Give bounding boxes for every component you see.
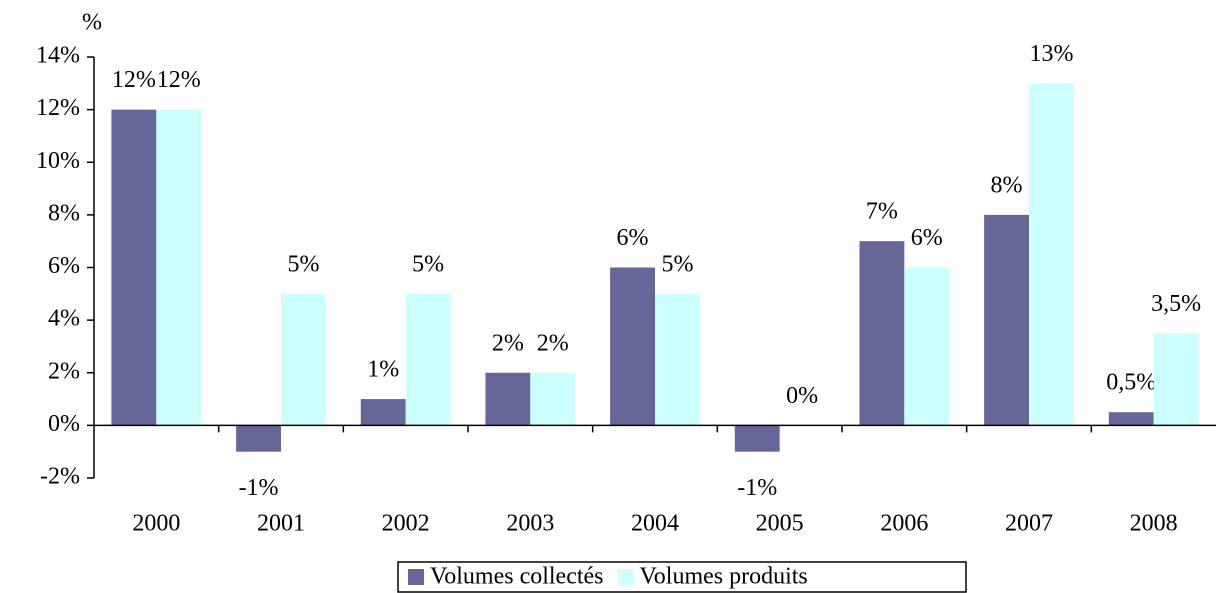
legend-label: Volumes produits xyxy=(640,564,808,590)
x-tick-label: 2000 xyxy=(132,511,180,537)
bar xyxy=(1029,83,1074,426)
data-label: 1% xyxy=(367,357,399,383)
bar xyxy=(984,214,1029,426)
data-label: 12% xyxy=(112,67,156,93)
bar xyxy=(156,109,202,426)
data-label: 6% xyxy=(911,225,943,251)
y-axis-label: % xyxy=(82,10,102,36)
bar xyxy=(530,372,576,426)
data-label: -1% xyxy=(737,475,777,501)
y-tick-label: 6% xyxy=(48,253,80,279)
y-tick-label: 4% xyxy=(48,306,80,332)
data-label: 7% xyxy=(866,199,898,225)
bar xyxy=(1153,333,1199,426)
data-label: 8% xyxy=(991,172,1023,198)
bar xyxy=(405,293,451,426)
x-tick-label: 2001 xyxy=(257,511,305,537)
y-tick-label: 0% xyxy=(48,411,80,437)
bar xyxy=(610,267,655,426)
data-label: 5% xyxy=(287,251,319,277)
y-tick-label: 12% xyxy=(36,95,80,121)
data-label: 12% xyxy=(157,67,201,93)
data-label: 0% xyxy=(786,383,818,409)
y-tick-label: 10% xyxy=(36,148,80,174)
data-label: 2% xyxy=(537,330,569,356)
legend-box xyxy=(397,561,967,593)
x-tick-label: 2007 xyxy=(1005,511,1053,537)
bar xyxy=(281,293,326,426)
y-tick-label: 14% xyxy=(36,43,80,69)
data-label: 13% xyxy=(1029,41,1073,67)
bar xyxy=(236,425,281,452)
data-label: 5% xyxy=(412,251,444,277)
x-tick-label: 2004 xyxy=(631,511,679,537)
data-label: 0,5% xyxy=(1106,370,1156,396)
x-tick-label: 2005 xyxy=(756,511,804,537)
bar xyxy=(1108,412,1154,426)
bar xyxy=(655,293,700,426)
data-label: 3,5% xyxy=(1151,291,1201,317)
bar xyxy=(734,425,780,452)
bar xyxy=(485,372,531,426)
bar xyxy=(111,109,157,426)
data-label: 2% xyxy=(492,330,524,356)
bar xyxy=(360,399,406,426)
bar xyxy=(859,241,905,426)
bar xyxy=(904,267,950,426)
y-tick-label: 8% xyxy=(48,200,80,226)
x-tick-label: 2002 xyxy=(382,511,430,537)
x-tick-label: 2008 xyxy=(1130,511,1178,537)
legend-swatch xyxy=(408,569,424,585)
x-tick-label: 2003 xyxy=(506,511,554,537)
data-label: 6% xyxy=(617,225,649,251)
x-tick-label: 2006 xyxy=(880,511,928,537)
data-label: -1% xyxy=(239,475,279,501)
legend-swatch xyxy=(617,569,634,585)
y-tick-label: -2% xyxy=(40,464,80,490)
data-label: 5% xyxy=(661,251,693,277)
y-tick-label: 2% xyxy=(48,358,80,384)
legend-label: Volumes collectés xyxy=(430,564,604,590)
